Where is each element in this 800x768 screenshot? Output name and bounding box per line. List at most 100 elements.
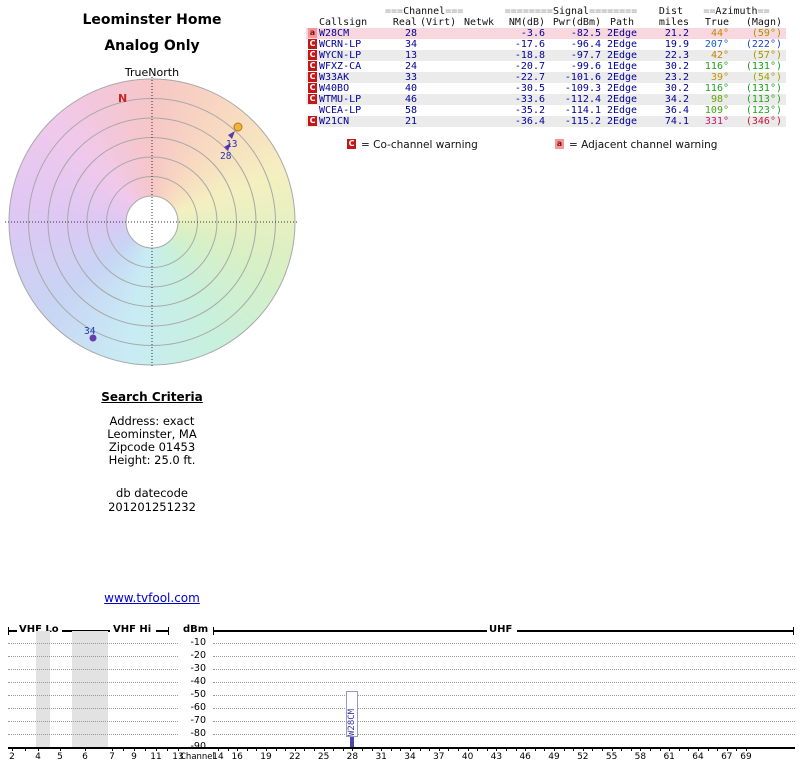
signal-strength-chart: VHF Lo VHF Hi dBm UHF Channel -10 -20 -30 -…: [0, 622, 800, 768]
channel-tick: [659, 747, 661, 751]
channel-tick: [381, 747, 383, 751]
network: [459, 50, 499, 61]
network: [459, 28, 499, 39]
channel-group-header: ===Channel===: [385, 6, 464, 17]
channel-virtual: [417, 94, 459, 105]
warning-cell: C: [306, 50, 319, 61]
warning-cell: C: [306, 39, 319, 50]
gridline: [213, 643, 795, 644]
signal-group-header: ========Signal========: [504, 6, 638, 17]
channel-virtual: [417, 116, 459, 127]
marker-label-13: 13: [226, 139, 237, 150]
channel-tick: [467, 747, 469, 751]
axis-segment: [213, 630, 487, 632]
distance-miles: 30.2: [664, 83, 689, 94]
channel-tick: [342, 747, 344, 751]
channel-tick: [134, 747, 135, 751]
path-type: 1Edge: [606, 61, 638, 72]
channel-tick-label: 4: [35, 752, 41, 762]
distance-miles: 19.9: [664, 39, 689, 50]
channel-tick: [227, 747, 229, 751]
channel-real: 34: [404, 39, 417, 50]
dbm-axis-label: dBm: [183, 624, 209, 635]
channel-tick: [410, 747, 411, 751]
channel-tick: [678, 747, 680, 751]
col-path: Path: [609, 17, 635, 28]
channel-tick-label: 25: [317, 752, 330, 762]
network: [459, 72, 499, 83]
path-type: 2Edge: [606, 72, 638, 83]
callsign: W33AK: [319, 72, 350, 83]
channel-tick: [85, 747, 86, 751]
true-north-label: TrueNorth: [124, 66, 180, 79]
azimuth-true: 39°: [710, 72, 729, 83]
distance-miles: 23.2: [664, 72, 689, 83]
channel-real: 28: [404, 28, 417, 39]
azimuth-true: 42°: [710, 50, 729, 61]
distance-miles: 21.2: [664, 28, 689, 39]
col-true: True: [704, 17, 729, 28]
noise-margin-db: -33.6: [514, 94, 545, 105]
azimuth-true: 44°: [710, 28, 729, 39]
legend-co-channel: C = Co-channel warning: [347, 139, 478, 151]
azimuth-magnetic: (54°): [751, 72, 782, 83]
channel-tick: [669, 747, 671, 751]
col-netwk: Netwk: [463, 17, 495, 28]
channel-tick: [237, 747, 239, 751]
search-height: Height: 25.0 ft.: [108, 453, 196, 467]
channel-tick-label: 61: [663, 752, 675, 762]
network: [459, 39, 499, 50]
channel-tick: [640, 747, 642, 751]
azimuth-group-header: ==Azimuth==: [703, 6, 770, 17]
channel-tick: [371, 747, 373, 751]
channel-tick: [60, 747, 61, 751]
channel-tick-label: 6: [82, 752, 88, 762]
table-group-header: ===Channel=== ========Signal======== Dis…: [306, 6, 786, 17]
y-tick-label: -70: [190, 715, 206, 726]
table-row: C WCRN-LP 34 -17.6 -96.4 2Edge 19.9 207° (222°): [306, 39, 786, 50]
axis-end-tick: [793, 627, 794, 635]
channel-tick: [400, 747, 402, 751]
channel-tick: [506, 747, 507, 751]
callsign: WFXZ-CA: [319, 61, 362, 72]
noise-margin-db: -35.2: [514, 105, 545, 116]
shaded-band: [72, 631, 108, 747]
warning-cell: C: [306, 94, 319, 105]
tvfool-link[interactable]: www.tvfool.com: [104, 591, 200, 605]
power-dbm: -109.3: [564, 83, 601, 94]
channel-tick: [736, 747, 738, 751]
channel-tick: [390, 747, 392, 751]
channel-tick-label: 55: [605, 752, 618, 762]
channel-tick: [333, 747, 335, 751]
network: [459, 116, 499, 127]
db-datecode: db datecode 201201251232: [2, 486, 302, 514]
azimuth-true: 116°: [704, 61, 729, 72]
channel-real: 13: [404, 50, 417, 61]
legend-co-text: = Co-channel warning: [361, 139, 478, 151]
channel-tick: [515, 747, 517, 751]
distance-miles: 30.2: [664, 61, 689, 72]
channel-tick: [563, 747, 565, 751]
table-row: C WTMU-LP 46 -33.6 -112.4 2Edge 34.2 98° (113°): [306, 94, 786, 105]
axis-segment: [8, 630, 17, 632]
col-magn: (Magn): [745, 17, 782, 28]
azimuth-magnetic: (59°): [751, 28, 782, 39]
gridline: [213, 721, 795, 722]
channel-tick: [275, 747, 277, 751]
gridline: [213, 734, 795, 735]
channel-tick-label: 69: [740, 752, 752, 762]
channel-tick: [218, 747, 219, 751]
warning-cell: C: [306, 116, 319, 127]
signal-table: ===Channel=== ========Signal======== Dis…: [306, 6, 786, 151]
power-dbm: -114.1: [564, 105, 601, 116]
table-row: WCEA-LP 58 -35.2 -114.1 2Edge 36.4 109° (123°): [306, 105, 786, 116]
channel-tick: [602, 747, 603, 751]
channel-tick: [534, 747, 536, 751]
channel-tick: [525, 747, 527, 751]
marker-arrow-13: [228, 131, 235, 139]
warning-badge: C: [308, 83, 317, 93]
search-address: Address: exact: [109, 414, 195, 428]
channel-tick: [448, 747, 450, 751]
search-criteria: Search Criteria Address: exact Leominste…: [2, 390, 302, 467]
gridline: [213, 695, 795, 696]
